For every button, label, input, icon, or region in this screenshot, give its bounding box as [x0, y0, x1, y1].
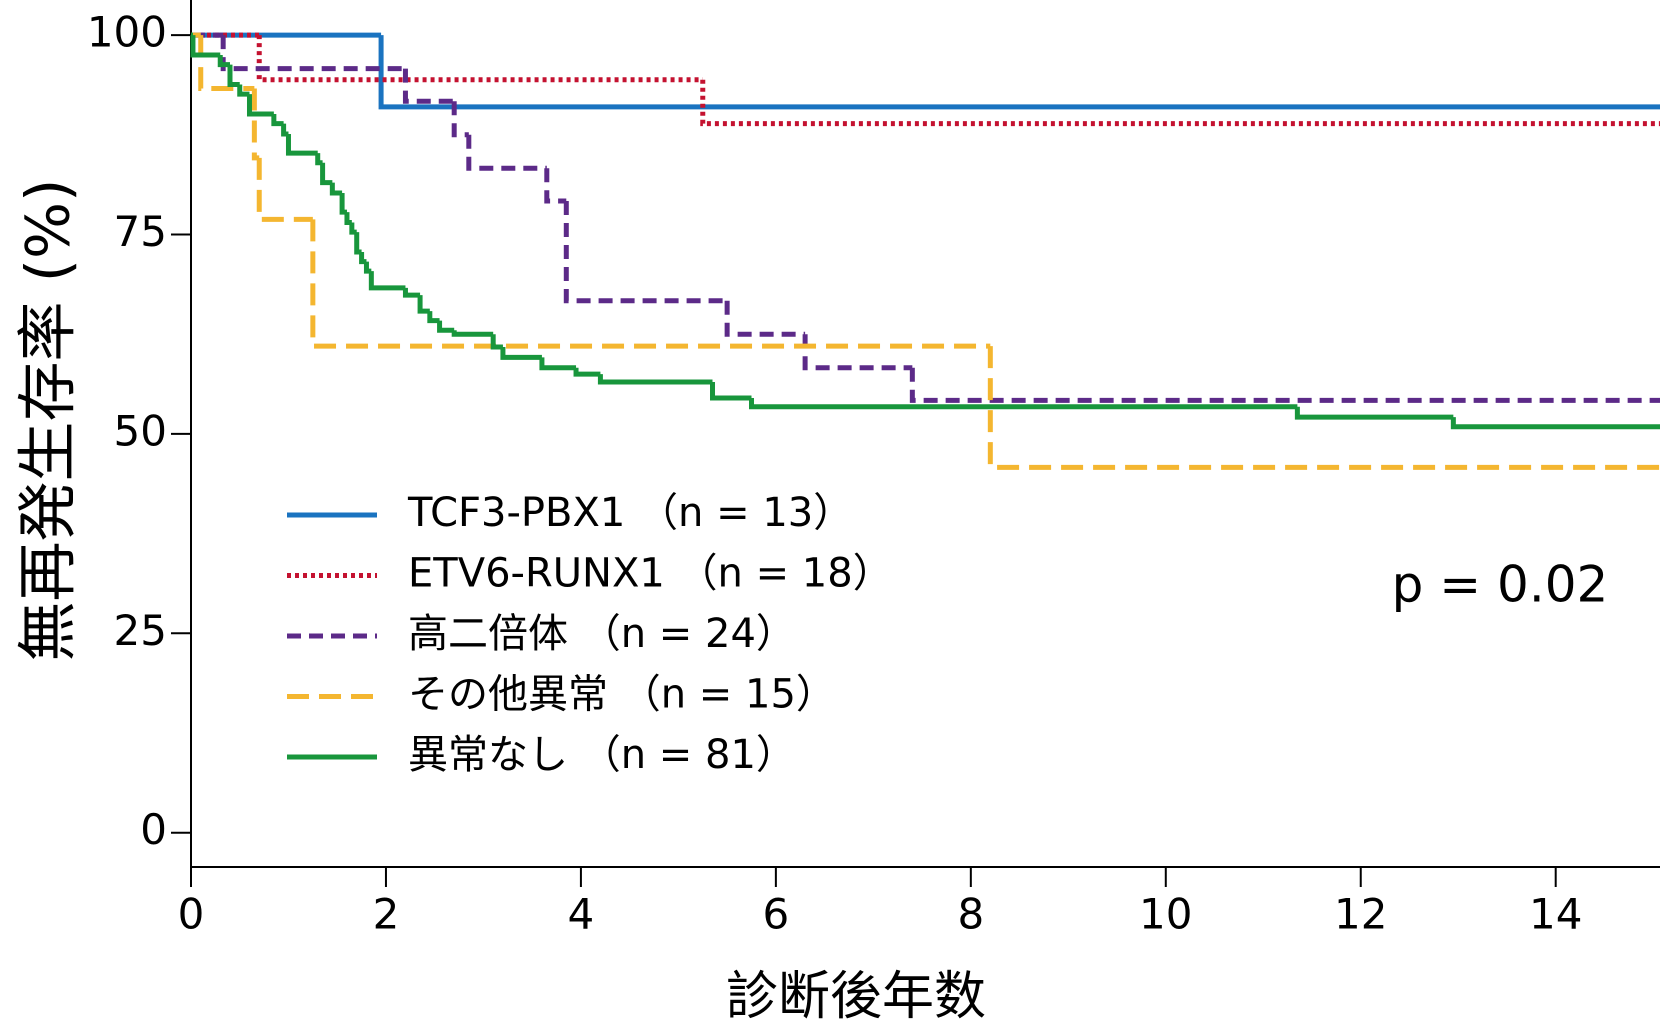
legend-label: ETV6-RUNX1 （n = 18） [408, 551, 893, 597]
x-tick-label: 14 [1529, 890, 1582, 939]
y-tick-label: 100 [87, 8, 167, 57]
step-segment [217, 55, 230, 68]
step-segment [354, 232, 362, 255]
step-segment [363, 261, 372, 274]
step-segment [597, 374, 713, 385]
step-segment [227, 64, 240, 88]
step-segment [402, 287, 421, 298]
step-segment [378, 35, 1660, 110]
series [191, 32, 1660, 110]
x-tick-label: 0 [178, 890, 205, 939]
step-segment [256, 157, 313, 222]
step-segment [987, 346, 1660, 470]
x-tick-label: 4 [568, 890, 595, 939]
step-segment [500, 346, 542, 360]
step-segment [710, 382, 752, 401]
step-segment [402, 68, 455, 104]
step-segment [271, 114, 284, 127]
legend-label: TCF3-PBX1 （n = 13） [407, 490, 853, 536]
step-segment [466, 134, 547, 171]
step-segment [339, 193, 347, 215]
step-segment [724, 300, 806, 337]
y-tick-label: 75 [114, 207, 167, 256]
x-tick-label: 10 [1139, 890, 1192, 939]
step-segment [539, 357, 577, 371]
y-tick-label: 50 [114, 406, 167, 455]
step-segment [256, 35, 703, 83]
x-tick-label: 8 [957, 890, 984, 939]
step-segment [437, 320, 455, 333]
step-segment [320, 162, 333, 186]
step-segment [285, 133, 318, 156]
x-tick-label: 6 [763, 890, 790, 939]
x-tick-label: 2 [373, 890, 400, 939]
step-segment [563, 200, 728, 304]
y-axis-label: 無再発生存率 (%) [14, 179, 84, 662]
x-tick-label: 12 [1334, 890, 1387, 939]
legend-label: 異常なし （n = 81） [408, 732, 796, 778]
y-tick-label: 25 [114, 606, 167, 655]
step-segment [1294, 406, 1454, 420]
series [190, 32, 1660, 430]
step-segment [220, 35, 406, 72]
step-segment [909, 367, 1660, 403]
step-segment [281, 123, 289, 137]
step-segment [344, 212, 352, 226]
step-segment [237, 84, 250, 97]
y-tick-label: 0 [140, 805, 167, 854]
step-segment [310, 219, 991, 349]
step-segment [190, 35, 221, 58]
step-segment [368, 271, 406, 291]
step-segment [427, 311, 440, 324]
x-axis-label: 診断後年数 [726, 967, 986, 1027]
step-segment [700, 79, 1660, 127]
step-segment [490, 334, 503, 350]
step-segment [573, 367, 601, 377]
step-segment [451, 330, 494, 337]
step-segment [315, 153, 323, 166]
step-segment [544, 168, 567, 204]
series [191, 32, 1660, 127]
step-segment [251, 88, 260, 161]
step-segment [1450, 417, 1660, 430]
step-segment [359, 252, 367, 265]
step-segment [417, 295, 430, 314]
step-segment [451, 101, 469, 138]
legend-label: その他異常 （n = 15） [408, 672, 836, 718]
step-segment [349, 222, 357, 235]
legend-label: 高二倍体 （n = 24） [408, 611, 796, 657]
step-segment [246, 94, 274, 117]
step-segment [749, 398, 1298, 410]
step-segment [802, 334, 913, 371]
step-segment [329, 182, 343, 196]
p-value: p = 0.02 [1392, 556, 1609, 614]
